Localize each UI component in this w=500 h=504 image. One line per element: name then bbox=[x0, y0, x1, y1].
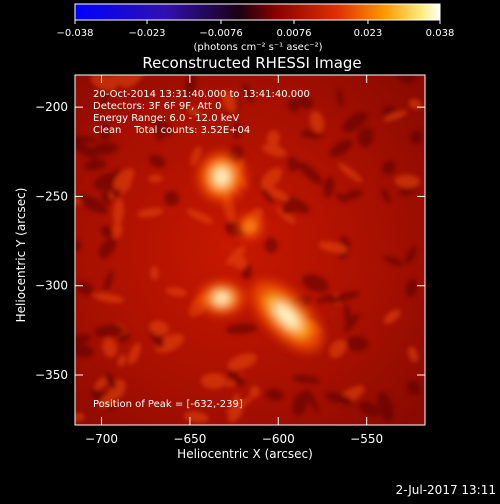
annotation-block: 20-Oct-2014 13:31:40.000 to 13:41:40.000… bbox=[93, 89, 310, 136]
x-tick-label: −700 bbox=[85, 432, 118, 446]
heatmap-image bbox=[75, 75, 425, 425]
colorbar-tick-label: 0.0076 bbox=[277, 28, 312, 39]
colorbar-unit-label: (photons cm⁻² s⁻¹ asec⁻²) bbox=[193, 42, 322, 53]
emission-source bbox=[197, 152, 246, 201]
footer-date: 2-Jul-2017 13:11 bbox=[396, 483, 496, 497]
colorbar-tick-label: −0.0076 bbox=[199, 28, 242, 39]
annotation-energy-range: Energy Range: 6.0 - 12.0 keV bbox=[93, 113, 239, 124]
chart-title: Reconstructed RHESSI Image bbox=[142, 54, 361, 72]
colorbar-tick-label: 0.038 bbox=[426, 28, 455, 39]
y-tick-label: −250 bbox=[35, 189, 68, 203]
colorbar-tick-label: −0.023 bbox=[129, 28, 166, 39]
colorbar-tick-label: −0.038 bbox=[56, 28, 93, 39]
annotation-clean-counts: Clean Total counts: 3.52E+04 bbox=[93, 125, 250, 136]
axis-ticks: −700 −650 −600 −550 −200 −250 −300 −350 bbox=[35, 75, 425, 446]
plot-frame bbox=[74, 74, 426, 426]
x-axis-label: Heliocentric X (arcsec) bbox=[177, 447, 313, 461]
emission-source bbox=[251, 280, 323, 352]
y-tick-label: −200 bbox=[35, 100, 68, 114]
annotation-time-range: 20-Oct-2014 13:31:40.000 to 13:41:40.000 bbox=[93, 89, 310, 100]
annotation-detectors: Detectors: 3F 6F 9F, Att 0 bbox=[93, 101, 221, 112]
y-tick-label: −350 bbox=[35, 368, 68, 382]
colorbar-tick-label: 0.023 bbox=[354, 28, 383, 39]
colorbar bbox=[74, 3, 441, 21]
emission-source bbox=[197, 281, 246, 315]
peak-position-label: Position of Peak = [-632,-239] bbox=[93, 399, 243, 410]
x-tick-label: −650 bbox=[173, 432, 206, 446]
y-tick-label: −300 bbox=[35, 279, 68, 293]
emission-source bbox=[236, 214, 264, 239]
y-axis-label: Heliocentric Y (arcsec) bbox=[14, 188, 28, 323]
x-tick-label: −550 bbox=[350, 432, 383, 446]
x-tick-label: −600 bbox=[262, 432, 295, 446]
colorbar-ticks: −0.038 −0.023 −0.0076 0.0076 0.023 0.038 bbox=[56, 20, 454, 39]
